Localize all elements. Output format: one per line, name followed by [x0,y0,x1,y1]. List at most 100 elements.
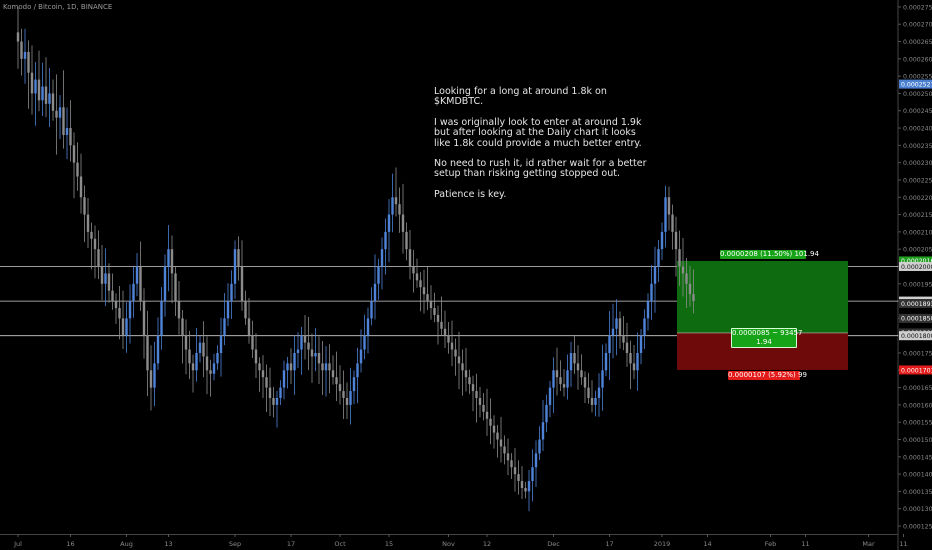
candle-body [587,387,590,398]
candle-body [373,283,377,302]
x-tick-label: 15 [385,540,393,548]
candle-body [601,370,604,388]
candle-body [55,110,58,118]
candle-body [380,249,384,267]
candle-body [604,353,608,371]
candle-body [629,353,632,364]
candle-body [510,460,513,468]
candle-body [268,387,272,398]
candle-body [205,356,209,371]
candle-body [244,301,247,319]
candle-body [139,266,142,302]
candle-body [41,86,44,101]
candle-body [531,467,534,482]
candle-body [660,231,664,250]
candle-body [398,204,401,215]
candle-body [359,349,363,364]
x-tick-label: 11 [899,540,907,548]
note-paragraph: Patience is key. [434,188,507,200]
candle-body [643,318,646,336]
candle-body [48,93,51,104]
candle-body [590,397,594,405]
candle-body [251,335,254,350]
candle-body [104,273,107,284]
candle-body [142,301,146,336]
candle-body [132,283,135,302]
candle-body [216,353,219,364]
candle-body [72,145,76,163]
candle-body [170,249,174,274]
candle-body [419,280,422,288]
candle-body [639,335,643,354]
candle-body [265,377,268,388]
candle-body [275,397,279,405]
candle-body [384,231,387,250]
candle-body [412,266,415,274]
candle-body [79,176,83,198]
candle-body [163,266,167,302]
risk-reward-line2: 1.94 [756,338,772,346]
candle-body [191,363,195,371]
candle-body [667,197,671,215]
candle-body [349,391,352,405]
candle-body [198,342,202,354]
x-tick-label: Nov [442,540,455,548]
candle-body [520,481,524,488]
candle-body [125,318,128,336]
x-tick-label: 13 [164,540,172,548]
candle-body [436,314,440,322]
candle-body [128,301,132,319]
candle-body [114,301,118,309]
candle-body [524,487,527,492]
candle-body [478,397,482,405]
x-tick-label: Feb [765,540,777,548]
candle-body [576,363,580,371]
candle-body [475,391,478,398]
candle-body [548,387,552,405]
candle-body [489,418,492,426]
candle-body [16,32,20,42]
candle-body [625,342,629,354]
candle-body [464,370,468,378]
price-level-badge [899,79,932,89]
candle-body [429,301,433,309]
x-tick-label: Aug [120,540,133,548]
profit-zone [677,260,848,333]
candle-body [286,363,289,371]
note-paragraph: No need to rush it, id rather wait for a… [434,158,647,180]
candle-body [51,93,55,111]
candle-body [20,41,23,59]
x-tick-label: 16 [66,540,74,548]
candle-body [352,377,356,392]
candle-body [646,301,650,319]
price-level-label: 0.0002000 [901,264,932,271]
price-level-badges: 0.00025270.00020160.00020000.00019000.00… [899,79,932,375]
candle-body [317,353,321,364]
x-tick-label: 17 [605,540,613,548]
x-tick-label: Sep [229,540,241,548]
x-tick-label: 11 [801,540,809,548]
candle-body [30,72,34,94]
price-level-label: 0.0001893 [901,301,932,308]
candle-body [58,107,62,118]
candle-body [65,128,69,135]
candle-body [562,384,566,388]
candle-body [23,51,27,59]
candle-body [653,266,657,284]
candle-body [559,377,562,385]
candle-body [583,377,587,388]
x-tick-label: Oct [334,540,346,548]
price-level-label: 0.0001800 [901,333,932,340]
candle-body [37,79,41,101]
